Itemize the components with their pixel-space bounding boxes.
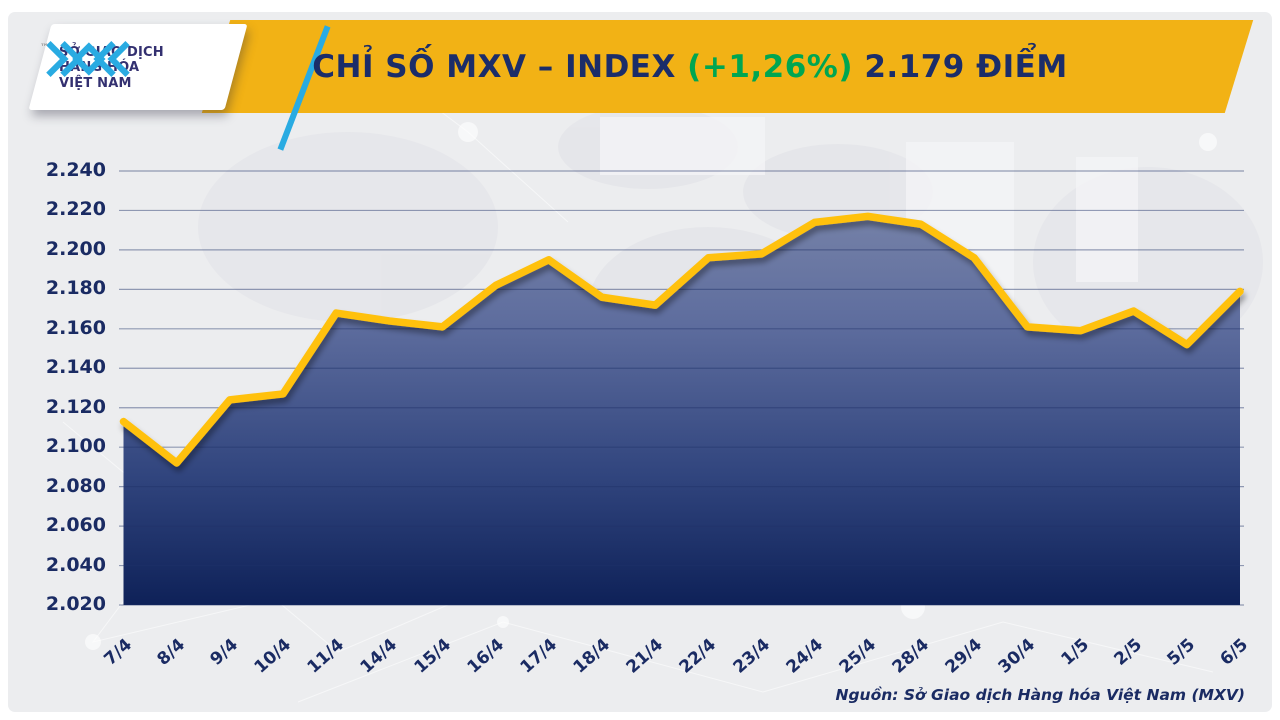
y-axis-label: 2.080 <box>45 474 106 497</box>
y-axis-label: 2.180 <box>45 277 106 300</box>
y-axis-label: 2.240 <box>45 159 106 181</box>
y-axis-label: 2.100 <box>45 435 106 458</box>
y-axis-label: 2.140 <box>45 356 106 379</box>
y-axis-label: 2.020 <box>45 593 106 615</box>
mxv-logo-icon <box>46 40 130 78</box>
logo-text-line3: VIỆT NAM <box>59 75 132 91</box>
chart-area-fill <box>123 216 1240 605</box>
y-axis-label: 2.040 <box>45 553 106 576</box>
y-axis-label: 2.200 <box>45 237 106 260</box>
chart-title: CHỈ SỐ MXV – INDEX (+1,26%) 2.179 ĐIỂM <box>250 20 1130 113</box>
title-main: CHỈ SỐ MXV – INDEX <box>312 48 688 85</box>
y-axis-label: 2.160 <box>45 316 106 339</box>
title-points: 2.179 ĐIỂM <box>853 48 1068 85</box>
y-axis-label: 2.120 <box>45 395 106 418</box>
y-axis-label: 2.060 <box>45 514 106 537</box>
y-axis-label: 2.220 <box>45 198 106 221</box>
trademark-symbol: ™ <box>40 43 49 53</box>
source-note: Nguồn: Sở Giao dịch Hàng hóa Việt Nam (M… <box>835 686 1245 704</box>
title-change-percent: (+1,26%) <box>687 48 854 85</box>
index-line <box>119 212 1244 467</box>
logo: ™ SỞ GIAO DỊCH HÀNG HÓA VIỆT NAM <box>40 30 244 106</box>
